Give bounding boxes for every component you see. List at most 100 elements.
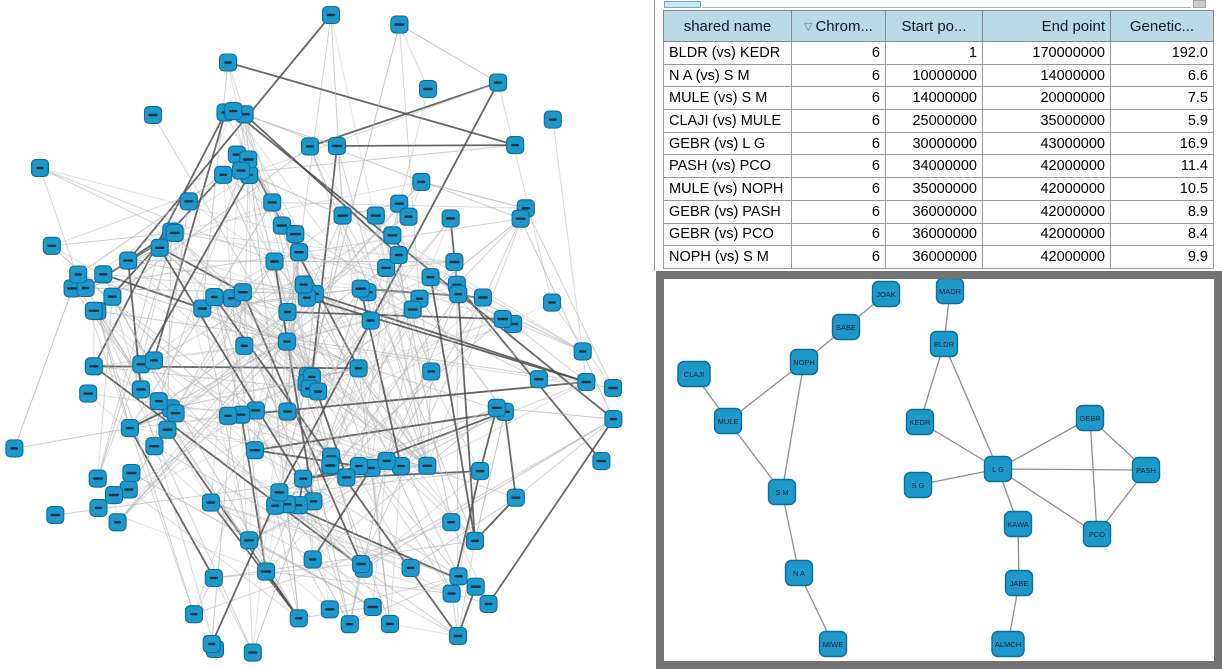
network-node[interactable] xyxy=(442,584,461,603)
network-node[interactable] xyxy=(327,136,347,156)
table-cell[interactable]: MULE (vs) S M xyxy=(663,86,792,111)
network-node[interactable] xyxy=(577,372,596,392)
overview-node-BLDR[interactable]: BLDR xyxy=(929,330,959,358)
column-header-genetic[interactable]: Genetic... xyxy=(1110,10,1214,42)
network-node[interactable] xyxy=(272,216,291,235)
overview-node-KAWA[interactable]: KAWA xyxy=(1003,510,1033,538)
network-node[interactable] xyxy=(286,225,305,244)
network-node[interactable] xyxy=(270,483,289,502)
table-cell[interactable]: 9.9 xyxy=(1110,245,1214,269)
network-node[interactable] xyxy=(202,634,221,654)
table-cell[interactable]: 42000000 xyxy=(982,222,1111,247)
network-node[interactable] xyxy=(89,498,108,517)
network-node[interactable] xyxy=(383,226,402,245)
overview-node-MIWE[interactable]: MIWE xyxy=(818,630,848,658)
main-network-panel[interactable] xyxy=(0,0,654,669)
network-node[interactable] xyxy=(403,300,422,319)
table-cell[interactable]: 6 xyxy=(791,41,886,65)
overview-node-S-G[interactable]: S G xyxy=(903,471,933,499)
network-node[interactable] xyxy=(145,437,164,456)
network-node[interactable] xyxy=(224,102,243,121)
network-node[interactable] xyxy=(399,207,418,226)
network-node[interactable] xyxy=(380,614,400,633)
network-node[interactable] xyxy=(349,457,368,476)
network-node[interactable] xyxy=(108,513,127,532)
network-node[interactable] xyxy=(421,268,440,287)
overview-edge-L G-GEBR[interactable] xyxy=(997,417,1091,470)
overview-edge-NOPH-S M[interactable] xyxy=(781,361,805,493)
network-node[interactable] xyxy=(150,238,169,257)
network-node[interactable] xyxy=(465,531,485,550)
table-cell[interactable]: 10.5 xyxy=(1110,177,1214,201)
network-node[interactable] xyxy=(246,401,265,420)
network-node[interactable] xyxy=(471,462,490,481)
network-node[interactable] xyxy=(391,457,410,476)
network-node[interactable] xyxy=(165,223,184,242)
table-cell[interactable]: 20000000 xyxy=(982,86,1111,111)
overview-edge-L G-PASH[interactable] xyxy=(997,468,1147,471)
network-node[interactable] xyxy=(30,158,50,178)
overview-edge-BLDR-L G[interactable] xyxy=(943,343,999,470)
network-node[interactable] xyxy=(352,554,371,574)
network-node[interactable] xyxy=(294,275,313,294)
table-cell[interactable]: 6 xyxy=(791,199,886,224)
network-node[interactable] xyxy=(479,594,498,613)
network-node[interactable] xyxy=(349,359,368,378)
table-cell[interactable]: 42000000 xyxy=(982,199,1111,224)
overview-node-S-M[interactable]: S M xyxy=(767,478,797,506)
table-cell[interactable]: MULE (vs) NOPH xyxy=(663,177,792,201)
main-network-canvas[interactable] xyxy=(0,0,654,669)
table-cell[interactable]: GEBR (vs) PASH xyxy=(663,199,792,224)
network-node[interactable] xyxy=(131,380,150,399)
table-cell[interactable]: 6 xyxy=(791,245,886,269)
column-header-end-point[interactable]: End point xyxy=(982,10,1111,42)
table-cell[interactable]: GEBR (vs) PCO xyxy=(663,222,792,247)
overview-node-JOAK[interactable]: JOAK xyxy=(871,280,901,308)
table-cell[interactable]: 43000000 xyxy=(982,131,1111,156)
network-node[interactable] xyxy=(104,486,124,505)
network-node[interactable] xyxy=(5,439,24,458)
network-node[interactable] xyxy=(445,252,464,272)
table-cell[interactable]: 192.0 xyxy=(1110,41,1214,65)
table-cell[interactable]: 8.9 xyxy=(1110,199,1214,224)
overview-node-MADR[interactable]: MADR xyxy=(935,279,965,305)
network-node[interactable] xyxy=(277,332,296,351)
table-tab[interactable] xyxy=(664,1,701,8)
table-cell[interactable]: PASH (vs) PCO xyxy=(663,154,792,179)
table-row[interactable]: MULE (vs) S M 6 14000000 20000000 7.5 xyxy=(663,86,1214,111)
network-node[interactable] xyxy=(542,293,562,312)
network-node[interactable] xyxy=(76,278,95,298)
overview-node-PCO[interactable]: PCO xyxy=(1082,520,1112,548)
network-node[interactable] xyxy=(144,351,163,370)
table-cell[interactable]: 6 xyxy=(791,86,886,111)
network-node[interactable] xyxy=(389,245,408,265)
network-node[interactable] xyxy=(573,342,592,361)
network-node[interactable] xyxy=(235,336,254,355)
overview-node-PASH[interactable]: PASH xyxy=(1131,456,1161,484)
table-cell[interactable]: 6 xyxy=(791,131,886,156)
network-node[interactable] xyxy=(231,161,251,180)
network-node[interactable] xyxy=(84,357,103,376)
network-node[interactable] xyxy=(506,136,525,155)
table-cell[interactable]: 6 xyxy=(791,63,886,88)
network-node[interactable] xyxy=(278,302,297,322)
table-cell[interactable]: 10000000 xyxy=(885,63,983,88)
table-cell[interactable]: NOPH (vs) S M xyxy=(663,245,792,269)
table-cell[interactable]: 11.4 xyxy=(1110,154,1214,179)
network-node[interactable] xyxy=(473,288,492,307)
network-node[interactable] xyxy=(218,53,238,72)
table-cell[interactable]: 6 xyxy=(791,222,886,247)
network-node[interactable] xyxy=(401,558,420,577)
network-node[interactable] xyxy=(448,626,468,646)
table-cell[interactable]: CLAJI (vs) MULE xyxy=(663,109,792,133)
overview-node-KEDR[interactable]: KEDR xyxy=(905,408,935,436)
overview-edge-GEBR-PCO[interactable] xyxy=(1089,417,1098,535)
table-row[interactable]: PASH (vs) PCO 6 34000000 42000000 11.4 xyxy=(663,154,1214,179)
overview-node-JABE[interactable]: JABE xyxy=(1004,569,1034,597)
network-node[interactable] xyxy=(529,370,548,389)
network-node[interactable] xyxy=(294,469,313,488)
network-node[interactable] xyxy=(603,378,623,398)
network-node[interactable] xyxy=(204,568,223,588)
network-node[interactable] xyxy=(412,172,431,191)
overview-node-SABE[interactable]: SABE xyxy=(831,313,861,341)
